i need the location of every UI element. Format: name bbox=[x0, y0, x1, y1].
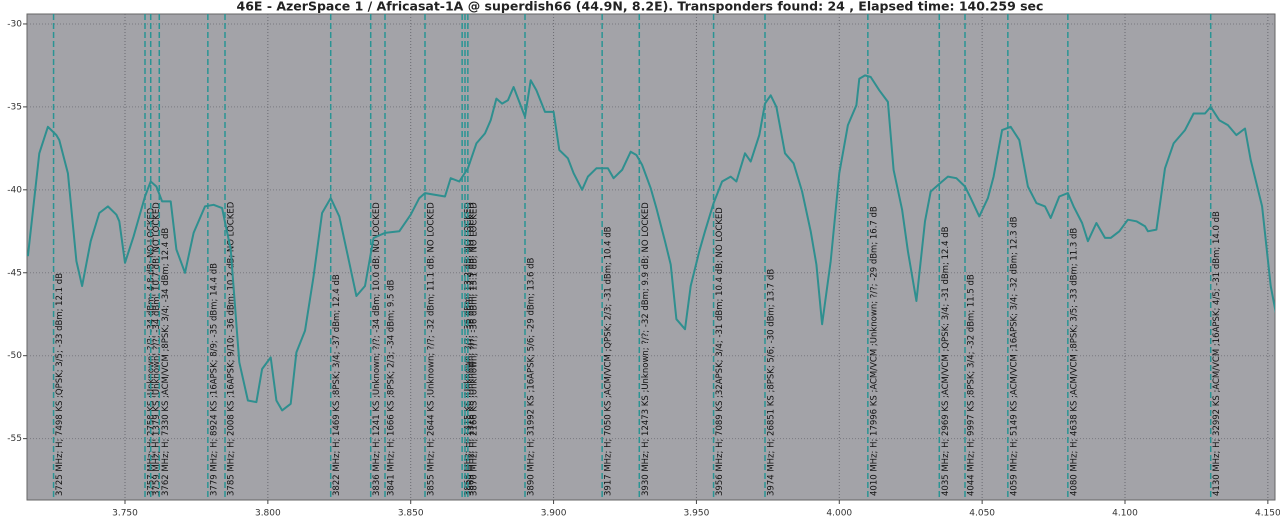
x-tick-label: 4.150 bbox=[1255, 509, 1280, 519]
transponder-label: 3974 MHz; H; 26851 KS ;8PSK; 5/6; -30 dB… bbox=[767, 269, 777, 496]
transponder-label: 3759 MHz; H; 1379 KS ;Unknown; ?/?; -34 … bbox=[152, 202, 162, 496]
y-tick-label: -45 bbox=[7, 268, 22, 278]
transponder-label: 3762 MHz; H; 7330 KS ;ACM/VCM ;8PSK; 3/4… bbox=[161, 228, 171, 496]
transponder-label: 3841 MHz; H; 1666 KS ;8PSK; 2/3; -34 dBm… bbox=[387, 280, 397, 496]
x-tick-label: 4.100 bbox=[1112, 509, 1138, 519]
transponder-label: 4059 MHz; H; 5149 KS ;ACM/VCM ;16APSK; 3… bbox=[1009, 216, 1019, 496]
x-tick-label: 3.850 bbox=[398, 509, 424, 519]
transponder-label: 3785 MHz; H; 2008 KS ;16APSK; 9/10; -36 … bbox=[227, 201, 237, 496]
plot-area bbox=[26, 13, 1276, 501]
transponder-label: 3956 MHz; H; 7089 KS ;32APSK; 3/4; -31 d… bbox=[715, 207, 725, 496]
transponder-label: 3870 MHz; H; 2166 KS ;Unknown; ?/?; -36 … bbox=[469, 202, 479, 496]
transponder-label: 3930 MHz; H; 12473 KS ;Unknown; ?/?; -32… bbox=[641, 202, 651, 496]
transponder-label: 3890 MHz; H; 31992 KS ;16APSK; 5/6; -29 … bbox=[527, 257, 537, 496]
transponder-label: 3757 MHz; H; 2758 KS ;Unknown; ?/?; -34 … bbox=[147, 207, 157, 496]
transponder-label: 4044 MHz; H; 9997 KS ;8PSK; 3/4; -32 dBm… bbox=[967, 274, 977, 496]
transponder-label: 3869 MHz; H; 1318 KS ;Unknown; ?/?; -36 … bbox=[467, 202, 477, 496]
transponder-label: 3836 MHz; H; 1241 KS ;Unknown; ?/?; -34 … bbox=[372, 202, 382, 496]
transponder-label: 3822 MHz; H; 1469 KS ;8PSK; 3/4; -37 dBm… bbox=[332, 274, 342, 496]
transponder-label: 4010 MHz; H; 17996 KS ;ACM/VCM ;Unknown;… bbox=[869, 206, 879, 496]
transponder-label: 3855 MHz; H; 2644 KS ;Unknown; ?/?; -32 … bbox=[427, 202, 437, 496]
y-tick-label: -50 bbox=[7, 351, 22, 361]
transponder-label: 4035 MHz; H; 2969 KS ;ACM/VCM ;QPSK; 3/4… bbox=[941, 226, 951, 496]
transponder-label: 3725 MHz; H; 7498 KS ;QPSK; 3/5; -33 dBm… bbox=[55, 273, 65, 496]
x-tick-label: 3.950 bbox=[684, 509, 710, 519]
y-tick-label: -40 bbox=[7, 185, 22, 195]
transponder-label: 4080 MHz; H; 4638 KS ;ACM/VCM ;8PSK; 3/5… bbox=[1069, 228, 1079, 496]
spectrum-line bbox=[27, 74, 1275, 412]
transponder-label: 4130 MHz; H; 32992 KS ;ACM/VCM ;16APSK; … bbox=[1212, 211, 1222, 496]
x-tick-label: 3.900 bbox=[541, 509, 567, 519]
transponder-label: 3868 MHz; H; 1415 KS ;Unknown; ?/?; -36 … bbox=[464, 202, 474, 496]
y-tick-label: -35 bbox=[7, 102, 22, 112]
y-tick-label: -55 bbox=[7, 434, 22, 444]
transponder-label: 3917 MHz; H; 7050 KS ;ACM/VCM ;QPSK; 2/3… bbox=[604, 226, 614, 496]
x-tick-label: 4.050 bbox=[969, 509, 995, 519]
x-tick-label: 4.000 bbox=[826, 509, 852, 519]
x-tick-label: 3.800 bbox=[255, 509, 281, 519]
x-tick-label: 3.750 bbox=[112, 509, 138, 519]
y-tick-label: -30 bbox=[7, 19, 22, 29]
transponder-label: 3779 MHz; H; 8924 KS ;16APSK; 8/9; -35 d… bbox=[209, 263, 219, 496]
chart-title: 46E - AzerSpace 1 / Africasat-1A @ super… bbox=[237, 0, 1044, 14]
